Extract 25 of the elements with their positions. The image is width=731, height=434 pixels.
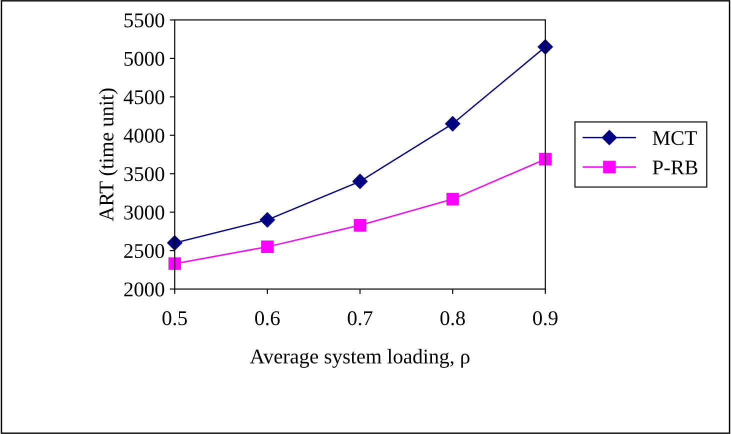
y-tick-label: 2500 <box>124 244 164 258</box>
y-tick-label: 3500 <box>124 167 164 182</box>
y-tick-label: 5000 <box>124 52 164 66</box>
point <box>539 152 552 166</box>
y-tick-label: 4000 <box>124 128 164 143</box>
y-tick-label: 2000 <box>124 282 164 296</box>
legend-label: P-RB <box>652 160 698 174</box>
x-tick-label: 0.8 <box>440 311 465 326</box>
x-tick-label: 0.6 <box>255 311 280 326</box>
x-tick-label: 0.5 <box>162 311 187 326</box>
point <box>446 192 459 206</box>
y-tick-label: 4500 <box>124 90 164 104</box>
point <box>354 218 366 232</box>
point <box>445 116 460 132</box>
point <box>261 240 274 254</box>
y-tick-label: 3000 <box>124 206 164 220</box>
x-tick-label: 0.9 <box>533 311 558 326</box>
point <box>352 174 368 189</box>
point <box>260 212 275 228</box>
x-axis-title: Average system loading, ρ <box>250 348 470 368</box>
legend-label: MCT <box>652 131 697 146</box>
y-axis-title: ART (time unit) <box>98 88 118 222</box>
point <box>538 39 553 54</box>
x-tick-label: 0.7 <box>348 311 372 326</box>
y-tick-label: 5500 <box>124 13 164 28</box>
